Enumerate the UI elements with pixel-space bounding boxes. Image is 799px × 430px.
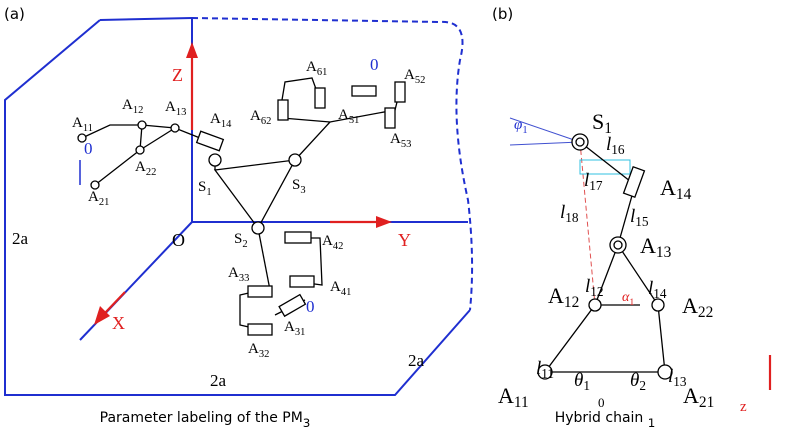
axis-label: Z <box>172 65 183 85</box>
angle-label: α1 <box>622 290 634 308</box>
zero-mark: 0 <box>598 395 605 410</box>
caption: Parameter labeling of the PM3 <box>100 410 311 430</box>
chain-label: A21 <box>683 383 714 410</box>
point-label: A22 <box>135 159 156 178</box>
frame <box>4 17 474 396</box>
chain-label: S1 <box>592 109 612 136</box>
mechanism <box>77 77 406 336</box>
panel-tag: (b) <box>492 5 513 23</box>
chain-label: θ1 <box>574 370 590 393</box>
point-label: A33 <box>228 265 249 284</box>
chain-label: l12 <box>585 276 604 299</box>
dimension: 2a <box>12 229 29 248</box>
point-label: A61 <box>306 59 327 78</box>
chain <box>509 117 772 390</box>
axis-label: z <box>740 399 747 415</box>
point-label: A14 <box>210 111 232 130</box>
panel-tag: (a) <box>4 5 25 23</box>
chain-label: A22 <box>682 293 713 320</box>
point-label: A53 <box>390 131 411 150</box>
chain-label: A12 <box>548 283 579 310</box>
chain-label: A14 <box>660 175 692 202</box>
point-label: A62 <box>250 108 271 127</box>
point-label: S1 <box>198 179 212 198</box>
point-label: A51 <box>338 107 359 126</box>
chain-label: A11 <box>498 383 529 410</box>
chain-label: θ2 <box>630 370 646 393</box>
point-label: A41 <box>330 279 351 298</box>
chain-label: A13 <box>640 233 672 260</box>
zero-mark: 0 <box>370 55 379 74</box>
chain-label: l13 <box>668 366 687 389</box>
chain-label: l11 <box>536 358 554 381</box>
caption: Hybrid chain 1 <box>555 410 656 430</box>
point-label: A12 <box>122 97 143 116</box>
axis-arrows <box>94 42 392 325</box>
point-label: A52 <box>404 67 425 86</box>
dimension: 2a <box>210 371 227 390</box>
point-label: S2 <box>234 231 248 250</box>
point-label: A21 <box>88 189 109 208</box>
point-label: A32 <box>248 341 269 360</box>
point-label: A31 <box>284 319 305 338</box>
chain-label: l17 <box>584 170 603 193</box>
point-label: S3 <box>292 177 306 196</box>
chain-label: l14 <box>648 278 667 301</box>
angle-label: φ1 <box>514 117 528 136</box>
point-label: A13 <box>165 99 186 118</box>
point-label: A11 <box>72 115 93 134</box>
axis-label: Y <box>398 230 411 250</box>
axis-label: X <box>112 313 125 333</box>
dimension: 2a <box>408 351 425 370</box>
point-label: A42 <box>322 233 343 252</box>
chain-label: l16 <box>606 134 625 157</box>
zero-mark: 0 <box>84 139 93 158</box>
zero-mark: 0 <box>306 297 315 316</box>
axis-label: O <box>172 230 185 250</box>
chain-label: l15 <box>630 206 649 229</box>
chain-label: l18 <box>560 202 579 225</box>
